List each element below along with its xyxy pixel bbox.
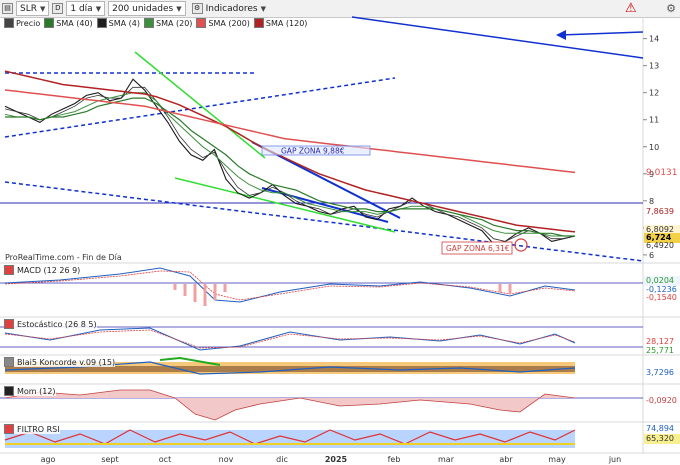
x-tick-label: nov <box>219 455 234 464</box>
tag-rsi-1: 74,894 <box>646 424 674 433</box>
tag-sma120: 7,8639 <box>646 207 674 216</box>
legend-sma200[interactable]: SMA (200) <box>196 18 250 28</box>
series-sma-4[interactable] <box>4 86 576 242</box>
x-tick-label: ago <box>41 455 56 464</box>
gap-zone-2[interactable]: GAP ZONA 6,31€ <box>441 238 528 255</box>
series-sma-40[interactable] <box>5 97 575 237</box>
period-selector[interactable]: 1 día ▼ <box>66 1 106 16</box>
y-tick-label: 10 <box>649 143 659 152</box>
stoch-pane-label[interactable]: Estocástico (26 8 5) <box>4 319 97 329</box>
blai-pane-label[interactable]: Blai5 Koncorde v.09 (15) <box>4 357 116 367</box>
stoch-pane <box>0 326 643 351</box>
data-type-button[interactable]: D <box>52 3 64 14</box>
trend-green-2 <box>174 177 396 233</box>
chevron-down-icon: ▼ <box>260 4 266 13</box>
series-precio[interactable] <box>4 78 576 245</box>
tag-sma40: 6,8092 <box>644 225 680 235</box>
x-tick-label: abr <box>499 455 513 464</box>
series-lines <box>4 70 576 245</box>
indicators-label: Indicadores <box>205 3 258 14</box>
tag-price: 6,724 <box>644 233 680 243</box>
x-tick-label: 2025 <box>325 455 348 464</box>
x-tick-label: mar <box>438 455 455 464</box>
trend-dashed-resistance <box>4 77 396 138</box>
trend-lines[interactable] <box>4 16 644 262</box>
y-tick-label: 8 <box>649 197 654 206</box>
y-tick-label: 11 <box>649 116 659 125</box>
legend-sma40[interactable]: SMA (40) <box>44 18 93 28</box>
x-axis: ago sept oct nov dic 2025 feb mar abr may jun <box>41 455 622 464</box>
legend-price[interactable]: Precio <box>4 18 40 28</box>
x-tick-label: dic <box>276 455 288 464</box>
source-note: ProRealTime.com - Fin de Día <box>5 253 122 262</box>
legend-sma4[interactable]: SMA (4) <box>96 18 140 28</box>
rsi-pane-label[interactable]: FILTRO RSI <box>4 424 60 434</box>
tag-rsi-2: 65,320 <box>644 434 680 444</box>
x-tick-label: may <box>548 455 566 464</box>
series-sma-200[interactable] <box>4 89 576 174</box>
y-axis: 67891011121314 <box>643 35 659 260</box>
ticker-selector[interactable]: SLR ▼ <box>16 1 50 16</box>
x-tick-label: feb <box>388 455 401 464</box>
gap-zone-2-label: GAP ZONA 6,31€ <box>446 244 510 253</box>
ticker-label: SLR <box>20 3 37 14</box>
trend-green-1 <box>134 51 266 159</box>
period-label: 1 día <box>70 3 93 14</box>
units-label: 200 unidades <box>112 3 174 14</box>
legend-sma120[interactable]: SMA (120) <box>253 18 307 28</box>
y-tick-label: 9 <box>649 170 654 179</box>
tag-macd-2: -0,1236 <box>646 285 677 294</box>
series-sma-120[interactable] <box>4 70 576 233</box>
x-tick-label: sept <box>101 455 118 464</box>
y-tick-label: 14 <box>649 35 659 44</box>
tag-macd-3: -0,1540 <box>646 293 677 302</box>
toolbar: ▤ SLR ▼ D 1 día ▼ 200 unidades ▼ ⚙ Indic… <box>0 0 680 18</box>
chart-legend: Precio SMA (40) SMA (4) SMA (20) SMA (20… <box>4 18 307 28</box>
mom-pane <box>0 389 643 421</box>
macd-pane-label[interactable]: MACD (12 26 9) <box>4 265 81 275</box>
tag-sma4: 6,4920 <box>646 241 674 250</box>
y-tick-label: 6 <box>649 251 654 260</box>
tag-macd-1: 0,0204 <box>644 276 680 286</box>
chevron-down-icon: ▼ <box>176 4 182 13</box>
mom-pane-label[interactable]: Mom (12) <box>4 386 56 396</box>
series-sma-20[interactable] <box>4 92 575 237</box>
y-tick-label: 13 <box>649 62 659 71</box>
pane-frames <box>0 17 680 454</box>
settings-icon[interactable]: ⚙ <box>666 2 676 15</box>
rsi-pane <box>4 429 576 448</box>
x-tick-label: oct <box>159 455 171 464</box>
tag-stoch-1: 28,127 <box>646 337 674 346</box>
gap-zone-1[interactable]: GAP ZONA 9,88€ <box>261 145 371 156</box>
trend-dashed-support <box>4 181 644 262</box>
trend-line-top <box>351 16 644 59</box>
indicators-button[interactable]: ⚙ Indicadores ▼ <box>189 2 269 15</box>
indicators-icon: ⚙ <box>191 3 203 14</box>
chevron-down-icon: ▼ <box>95 4 102 13</box>
tag-mom-1: -0,0920 <box>646 396 677 405</box>
tag-blai-1: 3,7296 <box>646 368 674 377</box>
gap-zone-1-label: GAP ZONA 9,88€ <box>281 147 345 156</box>
macd-pane <box>0 267 643 306</box>
chevron-down-icon: ▼ <box>39 4 46 13</box>
gap-circle <box>514 238 528 252</box>
tag-sma200: 9,0131 <box>646 168 678 178</box>
units-selector[interactable]: 200 unidades ▼ <box>108 1 186 16</box>
x-tick-label: jun <box>608 455 621 464</box>
tag-stoch-2: 25,771 <box>646 346 674 355</box>
y-tick-label: 12 <box>649 89 659 98</box>
arrow-annotation[interactable] <box>556 30 644 40</box>
chart-icon[interactable]: ▤ <box>2 3 13 14</box>
legend-sma20[interactable]: SMA (20) <box>143 18 192 28</box>
alert-icon[interactable]: ⚠ <box>625 1 637 16</box>
